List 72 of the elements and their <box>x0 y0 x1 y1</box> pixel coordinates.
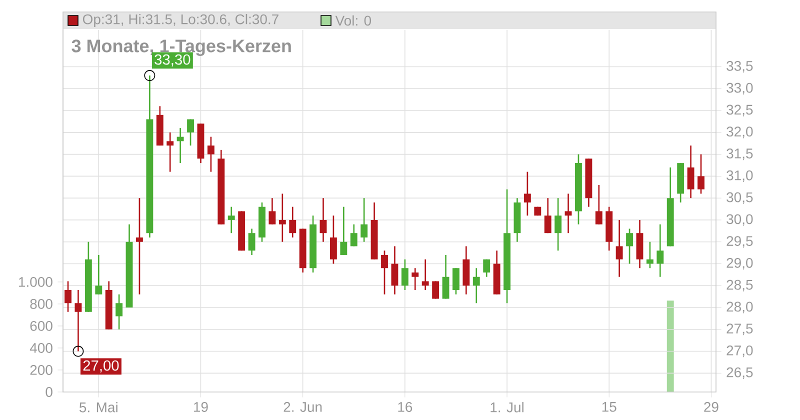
y-tick-label: 28,5 <box>726 280 753 292</box>
candlestick <box>360 197 368 243</box>
candlestick <box>422 258 429 291</box>
candlestick <box>687 144 694 199</box>
candlestick <box>228 206 235 234</box>
candlestick <box>381 250 388 296</box>
y2-tick-label: 200 <box>30 365 52 375</box>
x-tick-label: 16 <box>398 402 412 412</box>
candlestick <box>472 267 480 304</box>
candlestick <box>320 197 327 243</box>
candlestick <box>698 154 704 194</box>
y-tick-label: 28,0 <box>726 302 753 314</box>
candlestick <box>330 214 337 264</box>
candlestick <box>176 127 184 164</box>
x-tick-label: 1. Jul <box>490 402 524 412</box>
candlestick <box>656 224 664 278</box>
candlestick <box>64 280 72 313</box>
legend-label: Op:31, Hi:31.5, Lo:30.6, Cl:30.7 <box>82 14 278 28</box>
candlestick <box>554 197 562 252</box>
candlestick <box>564 193 572 234</box>
candlestick <box>187 118 194 146</box>
candlestick <box>289 206 296 238</box>
y-tick-label: 27,5 <box>726 324 753 336</box>
y-tick-label: 31,5 <box>726 148 753 160</box>
y-tick-label: 30,0 <box>726 214 753 226</box>
y2-tick-label: 1.000 <box>18 277 52 287</box>
candlestick <box>544 197 552 234</box>
y2-tick-label: 400 <box>30 343 52 353</box>
x-tick-label: 19 <box>194 402 208 412</box>
candlestick <box>248 228 256 256</box>
y-tick-label: 33,5 <box>726 60 753 73</box>
y-tick-label: 30,5 <box>726 192 753 204</box>
candlestick <box>95 254 102 296</box>
y-tick-label: 29,0 <box>726 258 753 270</box>
annotation: 33,30 <box>154 54 190 66</box>
candlestick <box>207 136 214 172</box>
y-tick-label: 27,0 <box>726 346 753 358</box>
candlestick <box>116 294 123 330</box>
x-tick-label: 2. Jun <box>284 402 322 412</box>
y-tick-label: 29,5 <box>726 236 753 248</box>
candlestick <box>646 241 654 269</box>
y-tick-label: 32,0 <box>726 126 753 138</box>
candlestick <box>340 206 348 256</box>
candlestick <box>401 258 408 291</box>
candlestick <box>412 267 419 291</box>
annotation: 27,00 <box>83 360 119 372</box>
candlestick <box>74 289 82 352</box>
candlestick <box>268 197 276 226</box>
legend-label: Vol: 0 <box>335 15 372 26</box>
y-tick-label: 26,5 <box>726 367 753 379</box>
candlestick <box>483 258 490 278</box>
x-tick-label: 29 <box>704 402 718 412</box>
candlestick <box>595 184 602 226</box>
y2-tick-label: 600 <box>30 321 52 331</box>
candlestick <box>350 224 358 247</box>
candlestick <box>136 197 143 296</box>
y-tick-label: 33,0 <box>726 82 753 94</box>
candlestick <box>166 132 174 172</box>
x-tick-label: 5. Mai <box>79 402 118 412</box>
candlestick <box>626 228 633 264</box>
candlestick <box>278 193 286 243</box>
x-tick-label: 15 <box>602 402 616 412</box>
candlestick <box>616 219 623 278</box>
y-tick-label: 32,5 <box>726 104 753 116</box>
candlestick <box>442 254 450 300</box>
candlestick <box>524 171 531 216</box>
y-tick-label: 31,0 <box>726 170 753 182</box>
candlestick <box>452 267 460 296</box>
y2-tick-label: 800 <box>30 299 52 309</box>
candlestick <box>432 280 440 300</box>
candlestick <box>391 246 398 296</box>
y2-tick-label: 0 <box>46 387 52 397</box>
